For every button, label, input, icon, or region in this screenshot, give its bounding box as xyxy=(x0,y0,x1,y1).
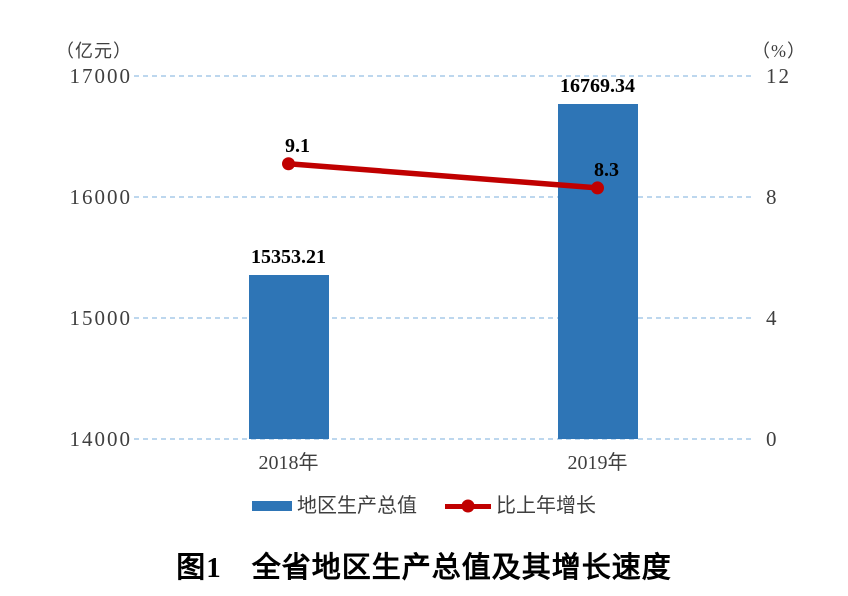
bar-data-label: 16769.34 xyxy=(560,74,635,97)
legend-label-gdp: 地区生产总值 xyxy=(297,495,417,517)
x-axis-label-2019年: 2019年 xyxy=(567,452,628,474)
bar-2018年 xyxy=(248,275,329,439)
legend-bar-swatch xyxy=(252,501,292,511)
line-marker-icon xyxy=(591,181,604,195)
plot-area: 15353.21 16769.34 9.1 8.3 xyxy=(134,74,752,440)
left-axis-unit-label: （亿元） xyxy=(56,41,132,61)
right-axis-unit-label: （%） xyxy=(752,41,806,61)
left-axis-tick: 15000 xyxy=(69,306,132,330)
right-axis-tick: 4 xyxy=(766,306,779,330)
figure-title: 图1 全省地区生产总值及其增长速度 xyxy=(176,552,672,584)
line-data-label: 8.3 xyxy=(594,158,619,181)
right-axis-tick: 8 xyxy=(766,185,779,209)
gridline xyxy=(134,317,752,319)
right-axis-tick: 12 xyxy=(766,64,791,88)
left-axis-tick: 17000 xyxy=(69,64,132,88)
right-axis-tick: 0 xyxy=(766,427,779,451)
line-marker-icon xyxy=(282,157,295,171)
bar-2019年 xyxy=(557,103,638,439)
legend-line-swatch xyxy=(445,499,491,513)
bar-data-label: 15353.21 xyxy=(251,246,326,269)
gridline xyxy=(134,438,752,440)
legend-label-growth: 比上年增长 xyxy=(496,495,596,517)
legend-item-growth: 比上年增长 xyxy=(445,495,596,517)
x-axis-label-2018年: 2018年 xyxy=(258,452,319,474)
legend-item-gdp: 地区生产总值 xyxy=(252,495,417,517)
legend-line-marker-icon xyxy=(461,499,475,513)
left-axis-tick: 14000 xyxy=(69,427,132,451)
gridline xyxy=(134,75,752,77)
legend: 地区生产总值 比上年增长 xyxy=(0,495,848,517)
growth-line xyxy=(282,157,604,195)
line-data-label: 9.1 xyxy=(285,134,310,157)
gridline xyxy=(134,196,752,198)
left-axis-tick: 16000 xyxy=(69,185,132,209)
